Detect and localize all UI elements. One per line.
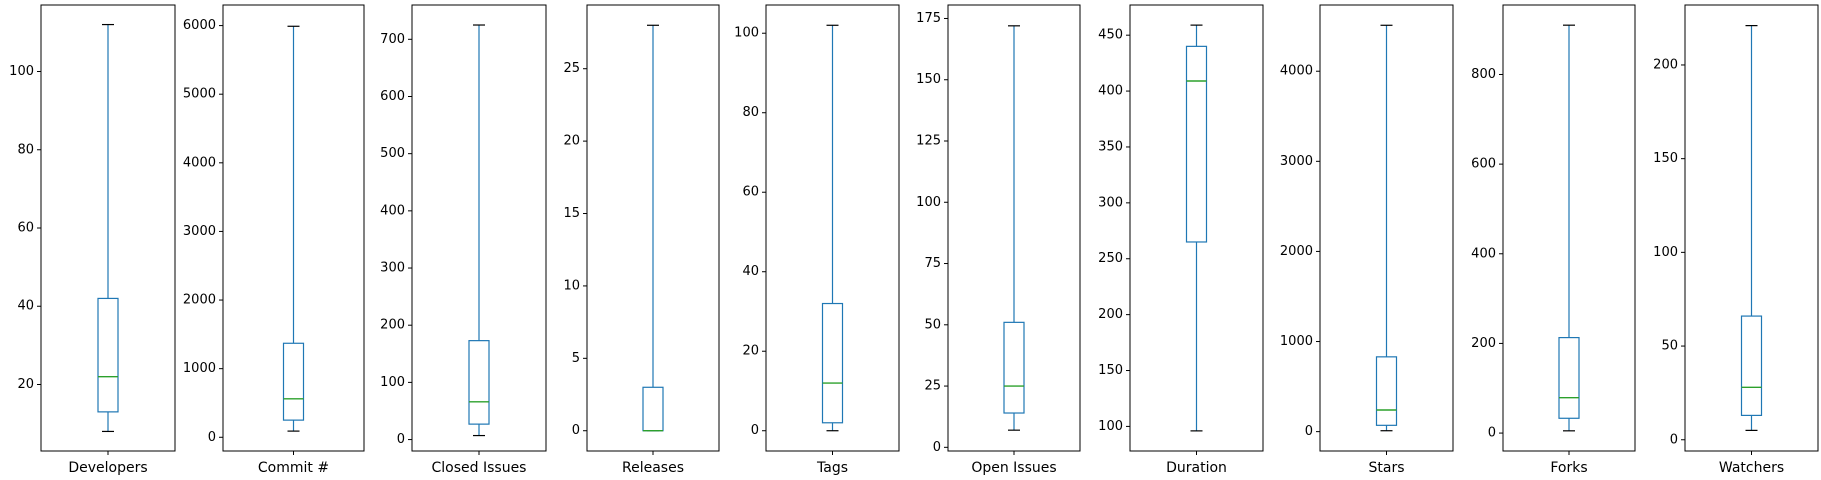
y-tick-label: 400	[380, 203, 405, 218]
y-tick-label: 200	[1098, 307, 1123, 322]
y-tick-label: 0	[397, 432, 405, 447]
iqr-box	[468, 340, 490, 425]
y-tick-label: 450	[1098, 28, 1123, 43]
y-tick-label: 80	[742, 105, 759, 120]
category-label: Forks	[1550, 460, 1587, 476]
y-tick-label: 700	[380, 32, 405, 47]
y-tick-label: 2000	[183, 293, 216, 308]
y-tick-label: 100	[734, 26, 759, 41]
y-tick-label: 25	[563, 61, 580, 76]
y-tick-label: 50	[924, 317, 941, 332]
y-tick-label: 0	[572, 423, 580, 438]
y-tick-label: 0	[208, 430, 216, 445]
y-tick-label: 60	[17, 221, 34, 236]
category-label: Developers	[68, 460, 147, 476]
category-label: Duration	[1166, 460, 1227, 476]
y-tick-label: 150	[1653, 151, 1678, 166]
y-tick-label: 80	[17, 142, 34, 157]
y-tick-label: 100	[380, 375, 405, 390]
y-tick-label: 3000	[1280, 154, 1313, 169]
y-tick-label: 200	[1471, 336, 1496, 351]
iqr-box	[1185, 45, 1208, 243]
panel-forks: 0 200 400 600 800 Forks	[1471, 4, 1636, 476]
y-tick-label: 100	[1098, 419, 1123, 434]
category-label: Watchers	[1719, 460, 1784, 476]
y-tick-label: 200	[380, 318, 405, 333]
y-tick-label: 100	[1653, 245, 1678, 260]
y-tick-label: 0	[751, 423, 759, 438]
panel-releases: 0 5 10 15 20 25 Releases	[563, 4, 720, 476]
y-tick-label: 100	[9, 64, 34, 79]
y-tick-label: 100	[916, 195, 941, 210]
y-tick-label: 0	[1305, 424, 1313, 439]
category-label: Tags	[816, 460, 848, 476]
y-tick-label: 25	[924, 379, 941, 394]
panel-duration: 100 150 200 250 300 350 400 450 Duration	[1098, 4, 1264, 476]
y-tick-label: 0	[1488, 426, 1496, 441]
y-tick-label: 125	[916, 134, 941, 149]
y-tick-label: 0	[933, 440, 941, 455]
y-tick-label: 75	[924, 256, 941, 271]
iqr-box	[97, 297, 119, 413]
y-tick-label: 2000	[1280, 244, 1313, 259]
y-tick-label: 4000	[1280, 64, 1313, 79]
panel-stars: 0 1000 2000 3000 4000 Stars	[1280, 4, 1454, 476]
y-tick-label: 400	[1098, 84, 1123, 99]
category-label: Open Issues	[971, 460, 1056, 476]
y-tick-label: 5	[572, 351, 580, 366]
category-label: Commit #	[258, 460, 329, 476]
panel-commit: 0 1000 2000 3000 4000 5000 6000 Commit #	[183, 4, 365, 476]
y-tick-label: 350	[1098, 139, 1123, 154]
y-tick-label: 6000	[183, 18, 216, 33]
y-tick-label: 1000	[183, 361, 216, 376]
y-tick-label: 40	[17, 299, 34, 314]
y-tick-label: 300	[1098, 195, 1123, 210]
y-tick-label: 600	[380, 89, 405, 104]
y-tick-label: 300	[380, 261, 405, 276]
panel-developers: 20 40 60 80 100 Developers	[9, 4, 176, 476]
y-tick-label: 5000	[183, 87, 216, 102]
panel-closed-issues: 0 100 200 300 400 500 600 700 Closed Issues	[380, 4, 547, 476]
iqr-box	[821, 302, 844, 424]
y-tick-label: 800	[1471, 67, 1496, 82]
category-label: Releases	[622, 460, 684, 476]
y-tick-label: 60	[742, 185, 759, 200]
panels-group: 20406080100Developers0100020003000400050…	[9, 4, 1819, 476]
y-tick-label: 250	[1098, 251, 1123, 266]
y-tick-label: 20	[563, 134, 580, 149]
iqr-box	[1375, 356, 1398, 426]
y-tick-label: 600	[1471, 157, 1496, 172]
y-tick-label: 400	[1471, 246, 1496, 261]
y-tick-label: 175	[916, 11, 941, 26]
y-tick-label: 20	[742, 344, 759, 359]
y-tick-label: 200	[1653, 57, 1678, 72]
panel-open-issues: 0 25 50 75 100 125 150 175 Open Issues	[916, 4, 1081, 476]
category-label: Closed Issues	[432, 460, 527, 476]
y-tick-label: 4000	[183, 155, 216, 170]
panel-watchers: 0 50 100 150 200 Watchers	[1653, 4, 1819, 476]
y-tick-label: 40	[742, 264, 759, 279]
iqr-box	[282, 342, 305, 421]
y-tick-label: 10	[563, 278, 580, 293]
y-tick-label: 15	[563, 206, 580, 221]
y-tick-label: 50	[1661, 339, 1678, 354]
y-tick-label: 3000	[183, 224, 216, 239]
iqr-box	[1003, 321, 1025, 414]
iqr-box	[1740, 315, 1763, 416]
y-tick-label: 150	[1098, 363, 1123, 378]
y-tick-label: 1000	[1280, 334, 1313, 349]
y-tick-label: 150	[916, 72, 941, 87]
y-tick-label: 0	[1670, 432, 1678, 447]
iqr-box	[1558, 336, 1580, 419]
panel-tags: 0 20 40 60 80 100 Tags	[734, 4, 900, 476]
y-tick-label: 500	[380, 146, 405, 161]
y-tick-label: 20	[17, 377, 34, 392]
category-label: Stars	[1368, 460, 1404, 476]
